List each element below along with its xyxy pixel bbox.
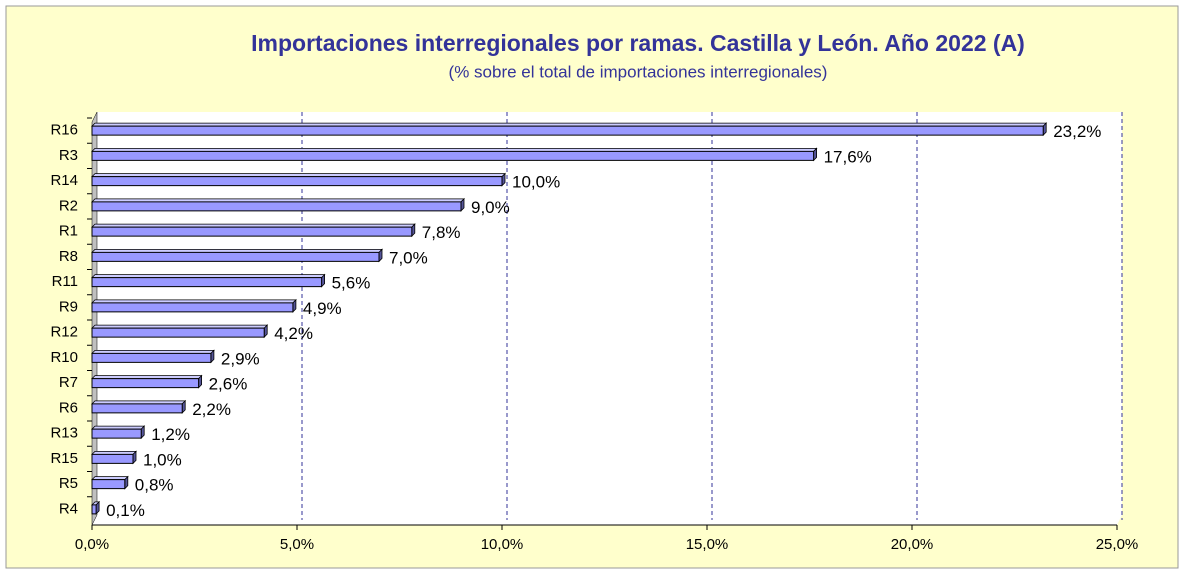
bar [91,378,200,389]
bar [91,479,126,490]
y-tick-label: R7 [59,374,78,391]
y-tick-label: R10 [50,349,78,366]
x-tick-label: 0,0% [75,536,109,553]
y-tick-label: R1 [59,223,78,240]
x-tick-label: 15,0% [686,536,729,553]
data-label: 0,1% [106,501,145,520]
y-tick-label: R15 [50,450,78,467]
data-label: 5,6% [332,274,371,293]
y-tick-label: R8 [59,248,78,265]
bar [91,251,380,262]
data-label: 4,2% [274,324,313,343]
data-label: 17,6% [824,147,872,166]
x-tick-label: 5,0% [280,536,314,553]
y-tick-label: R16 [50,122,78,139]
y-tick-label: R12 [50,324,78,341]
plot-area [92,112,1122,525]
y-tick-label: R5 [59,475,78,492]
data-label: 9,0% [471,198,510,217]
bar [91,327,265,338]
y-tick-label: R9 [59,298,78,315]
plot-wall [91,111,98,526]
data-label: 0,8% [135,476,174,495]
y-tick-label: R2 [59,197,78,214]
y-tick-label: R6 [59,399,78,416]
bar [91,504,97,515]
y-tick-label: R14 [50,172,78,189]
bar [91,428,142,439]
y-tick-label: R3 [59,147,78,164]
bar [91,176,503,187]
y-tick-label: R13 [50,425,78,442]
chart-subtitle: (% sobre el total de importaciones inter… [449,62,828,81]
x-tick-label: 25,0% [1096,536,1139,553]
data-label: 7,0% [389,248,428,267]
y-tick-label: R11 [52,273,78,290]
data-label: 2,6% [209,375,248,394]
chart-title: Importaciones interregionales por ramas.… [251,30,1025,56]
data-label: 1,0% [143,450,182,469]
bar [91,302,294,313]
x-tick-label: 10,0% [481,536,524,553]
bar [91,201,462,212]
bar [91,352,212,363]
data-label: 2,9% [221,349,260,368]
bar [91,403,183,414]
bar [91,125,1044,136]
bar [91,150,815,161]
data-label: 2,2% [192,400,231,419]
data-label: 4,9% [303,299,342,318]
bar [91,226,413,237]
x-tick-label: 20,0% [891,536,934,553]
data-label: 23,2% [1053,122,1101,141]
data-label: 10,0% [512,173,560,192]
bar [91,453,134,464]
data-label: 7,8% [422,223,461,242]
y-tick-label: R4 [59,500,78,517]
bar [91,277,323,288]
data-label: 1,2% [151,425,190,444]
